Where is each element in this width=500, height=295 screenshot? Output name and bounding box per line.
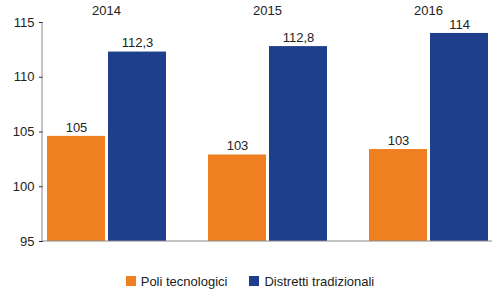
svg-text:105: 105 (13, 124, 35, 139)
svg-text:114: 114 (449, 17, 470, 32)
svg-text:2014: 2014 (92, 3, 121, 18)
svg-text:100: 100 (13, 179, 35, 194)
svg-text:110: 110 (14, 69, 35, 84)
svg-text:105: 105 (66, 120, 88, 135)
svg-text:115: 115 (14, 15, 35, 30)
svg-text:112,8: 112,8 (283, 30, 315, 45)
svg-text:2015: 2015 (253, 3, 282, 18)
html-text:Distretti tradizionali: Distretti tradizionali (264, 273, 375, 289)
svg-text:112,3: 112,3 (122, 35, 154, 50)
svg-text:103: 103 (388, 133, 410, 148)
svg-text:95: 95 (20, 234, 34, 249)
svg-text:2016: 2016 (414, 3, 443, 18)
html-text:Poli tecnologici: Poli tecnologici (140, 273, 228, 289)
svg-text:103: 103 (227, 138, 249, 153)
